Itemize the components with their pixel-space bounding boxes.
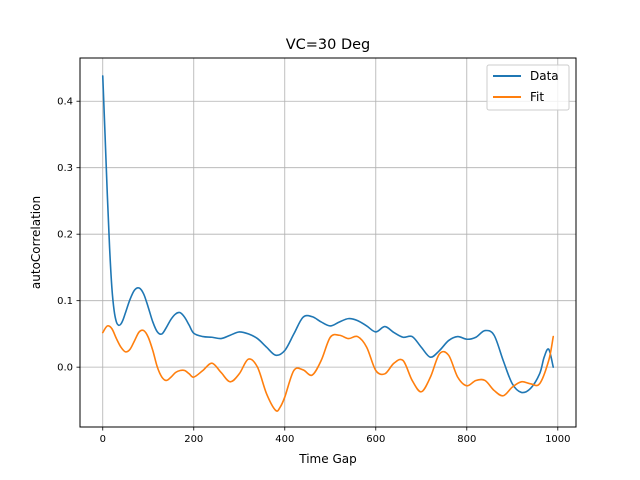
series-line-data: [101, 75, 555, 394]
legend-label-fit: Fit: [530, 90, 544, 104]
y-tick-label: 0.1: [57, 296, 73, 307]
axis-ticks: 0 200 400 600 800 1000 0.0 0.1 0.2 0.3 0.4: [57, 97, 570, 445]
x-tick-label: 200: [184, 434, 203, 445]
plot-area-frame: [79, 57, 577, 428]
y-tick-label: 0.4: [57, 97, 73, 108]
x-tick-label: 0: [100, 434, 106, 445]
y-tick-label: 0.3: [57, 163, 73, 174]
y-tick-label: 0.0: [57, 363, 73, 374]
x-tick-label: 1000: [545, 434, 570, 445]
y-axis-title: autoCorrelation: [29, 196, 43, 289]
x-tick-label: 800: [457, 434, 476, 445]
legend: Data Fit: [486, 64, 570, 111]
series-line-fit: [101, 324, 555, 412]
x-axis-title: Time Gap: [298, 452, 356, 466]
y-tick-label: 0.2: [57, 230, 73, 241]
x-tick-label: 600: [366, 434, 385, 445]
series-lines: [101, 75, 555, 412]
x-tick-label: 400: [275, 434, 294, 445]
chart-title: VC=30 Deg: [286, 37, 371, 53]
legend-label-data: Data: [530, 69, 559, 83]
